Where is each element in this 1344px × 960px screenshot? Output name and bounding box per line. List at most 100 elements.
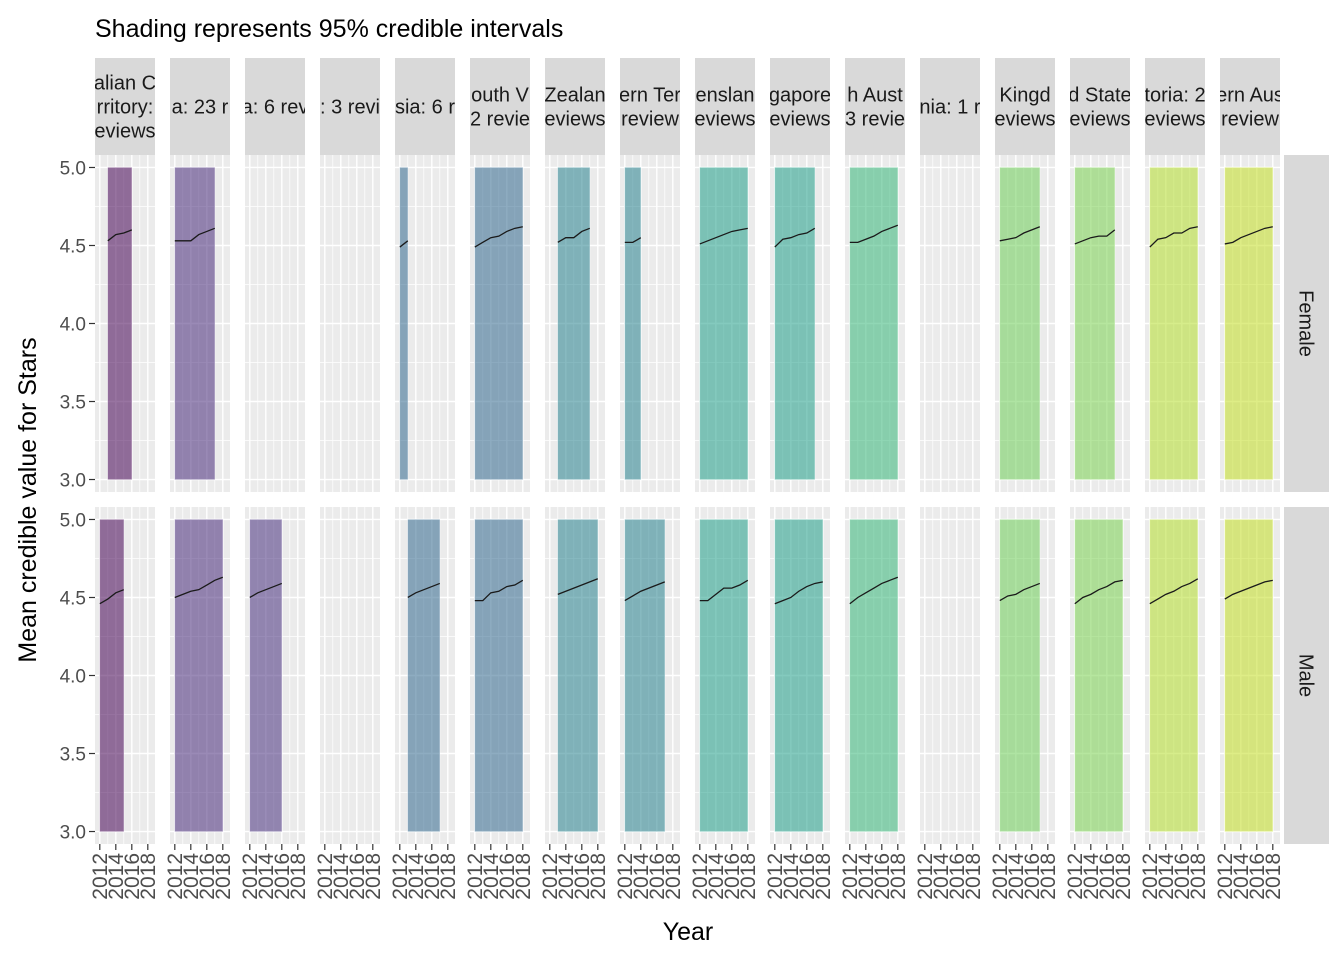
- x-tick-label: 2016: [571, 853, 594, 900]
- panel-row-female: [1220, 155, 1280, 492]
- panel-row-female: [845, 155, 905, 492]
- credible-interval-band: [624, 167, 641, 480]
- column-strip: [770, 58, 830, 155]
- mean-line: [1074, 579, 1123, 605]
- y-tick-label: 4.5: [60, 588, 86, 609]
- x-tick-label: 2016: [1171, 853, 1194, 900]
- x-tick-label: 2014: [555, 853, 578, 900]
- x-tick-label: 2018: [587, 853, 610, 900]
- y-tick-label: 3.0: [60, 471, 86, 492]
- x-tick-label: 2014: [255, 853, 278, 900]
- credible-interval-band: [1224, 519, 1273, 832]
- mean-line: [774, 581, 823, 605]
- y-tick-label: 3.5: [60, 393, 86, 414]
- panel-row-female: [695, 155, 755, 492]
- column-strip-label: eviews: [94, 121, 155, 143]
- column-strip-label: 2 revie: [470, 109, 530, 131]
- x-tick-label: 2018: [887, 853, 910, 900]
- y-tick-label: 3.0: [60, 823, 86, 844]
- row-strip-background: [1284, 507, 1329, 844]
- column-strip: [545, 58, 605, 155]
- panel-row-female: [170, 155, 230, 492]
- row-strip-male: Male: [1284, 507, 1329, 844]
- panel-row-male: [620, 507, 680, 844]
- column-strip: [695, 58, 755, 155]
- column-strip-label: Zealan: [544, 85, 605, 107]
- x-tick-label: 2018: [362, 853, 385, 900]
- column-strip-label: review: [621, 109, 679, 131]
- column-strip-label: h Aust: [847, 85, 903, 107]
- credible-interval-band: [107, 167, 132, 480]
- row-strip-background: [1284, 155, 1329, 492]
- panel-row-male: [245, 507, 305, 844]
- mean-line: [174, 576, 224, 599]
- panel-row-female: [320, 155, 380, 492]
- mean-line: [849, 224, 899, 244]
- panel-row-female: [545, 155, 605, 492]
- panel-row-male: [320, 507, 380, 844]
- x-tick-label: 2016: [121, 853, 144, 900]
- x-tick-label: 2012: [464, 853, 487, 900]
- x-tick-label: 2014: [630, 853, 653, 900]
- credible-interval-band: [1224, 167, 1273, 480]
- credible-interval-band: [557, 167, 590, 480]
- panel-row-male: [770, 507, 830, 844]
- mean-line: [99, 589, 125, 605]
- panel-row-female: [470, 155, 530, 492]
- mean-line: [624, 237, 642, 244]
- x-tick-label: 2018: [737, 853, 760, 900]
- mean-line: [999, 582, 1041, 602]
- y-tick-label: 3.5: [60, 745, 86, 766]
- column-strip: [395, 58, 455, 155]
- x-tick-label: 2018: [212, 853, 235, 900]
- panel-2: a: 23 r: [170, 58, 230, 844]
- column-strip-label: review: [1221, 109, 1279, 131]
- chart-title: Shading represents 95% credible interval…: [95, 15, 563, 43]
- row-strip-label: Female: [1295, 290, 1317, 357]
- row-strip-female: Female: [1284, 155, 1329, 492]
- x-tick-label: 2018: [812, 853, 835, 900]
- panel-row-male: [995, 507, 1055, 844]
- x-tick-label: 2012: [689, 853, 712, 900]
- credible-interval-band: [249, 519, 282, 832]
- column-strip-label: ern Ter: [619, 85, 681, 107]
- x-tick-label: 2014: [1005, 853, 1028, 900]
- panel-row-female: [920, 155, 980, 492]
- panel-row-male: [920, 507, 980, 844]
- column-strip-label: eviews: [769, 109, 830, 131]
- x-tick-label: 2016: [271, 853, 294, 900]
- column-strip: [845, 58, 905, 155]
- column-strip: [1070, 58, 1130, 155]
- column-strip-label: outh V: [471, 85, 529, 107]
- column-strip: [1145, 58, 1205, 155]
- column-strip-label: eviews: [544, 109, 605, 131]
- mean-line: [557, 578, 599, 595]
- credible-interval-band: [1074, 167, 1115, 480]
- x-tick-label: 2018: [1262, 853, 1285, 900]
- row-strips: Female Male: [1284, 155, 1329, 844]
- panel-row-female: [1070, 155, 1130, 492]
- column-strip-label: : 3 revi: [320, 97, 380, 119]
- panel-row-female: [245, 155, 305, 492]
- column-strip: [1220, 58, 1280, 155]
- column-strip-label: eviews: [994, 109, 1055, 131]
- mean-line: [1149, 226, 1198, 248]
- x-tick-label: 2014: [855, 853, 878, 900]
- column-strip-label: a: 23 r: [172, 97, 229, 119]
- x-tick-label: 2014: [1230, 853, 1253, 900]
- x-tick-label: 2016: [346, 853, 369, 900]
- mean-line: [557, 227, 591, 243]
- x-tick-label: 2016: [646, 853, 669, 900]
